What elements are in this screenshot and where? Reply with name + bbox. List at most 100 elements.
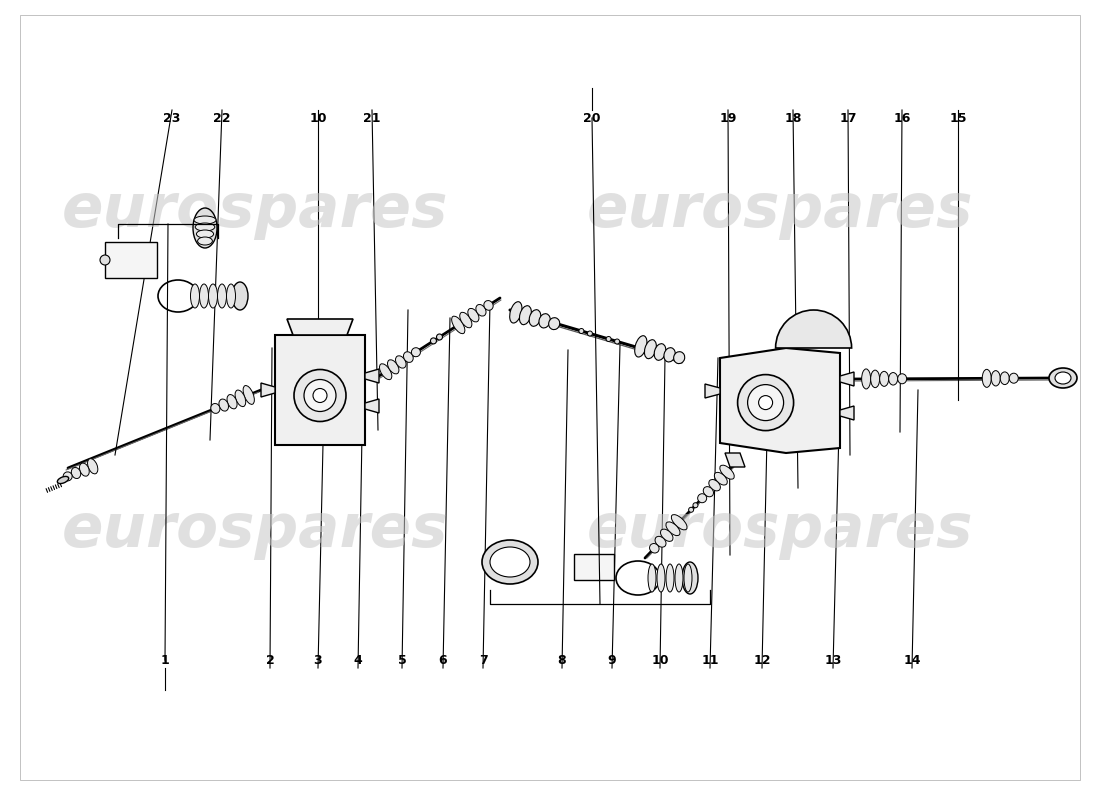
Text: 19: 19: [719, 111, 737, 125]
Ellipse shape: [232, 282, 248, 310]
Text: 1: 1: [161, 654, 169, 666]
Ellipse shape: [703, 486, 714, 497]
Ellipse shape: [748, 385, 783, 421]
Text: 22: 22: [213, 111, 231, 125]
Ellipse shape: [889, 373, 898, 385]
Text: 9: 9: [607, 654, 616, 666]
Ellipse shape: [861, 369, 871, 389]
Text: 13: 13: [824, 654, 842, 666]
Polygon shape: [725, 453, 745, 467]
Ellipse shape: [190, 284, 199, 308]
Ellipse shape: [666, 564, 674, 592]
Circle shape: [579, 329, 584, 334]
Ellipse shape: [666, 522, 680, 536]
Ellipse shape: [684, 564, 692, 592]
Ellipse shape: [209, 284, 218, 308]
Ellipse shape: [72, 467, 80, 478]
Ellipse shape: [195, 223, 214, 231]
Text: 5: 5: [397, 654, 406, 666]
Wedge shape: [776, 310, 851, 348]
Ellipse shape: [664, 348, 675, 362]
Ellipse shape: [199, 284, 209, 308]
Polygon shape: [705, 384, 720, 398]
Ellipse shape: [719, 465, 734, 479]
Ellipse shape: [673, 352, 684, 364]
Ellipse shape: [549, 318, 560, 330]
Text: 10: 10: [651, 654, 669, 666]
Ellipse shape: [645, 340, 657, 358]
Text: 3: 3: [314, 654, 322, 666]
Ellipse shape: [88, 458, 98, 474]
Polygon shape: [287, 319, 353, 335]
Ellipse shape: [880, 371, 889, 386]
Ellipse shape: [671, 514, 688, 530]
Circle shape: [606, 337, 612, 342]
Ellipse shape: [57, 477, 68, 483]
Polygon shape: [720, 348, 840, 453]
Ellipse shape: [490, 547, 530, 577]
Polygon shape: [365, 369, 380, 383]
Circle shape: [693, 502, 698, 508]
Ellipse shape: [714, 472, 727, 485]
Ellipse shape: [411, 348, 420, 357]
Ellipse shape: [482, 540, 538, 584]
Text: 23: 23: [163, 111, 180, 125]
Text: 2: 2: [265, 654, 274, 666]
Text: 16: 16: [893, 111, 911, 125]
Text: 11: 11: [702, 654, 718, 666]
Ellipse shape: [738, 374, 793, 430]
Ellipse shape: [682, 562, 698, 594]
Text: 17: 17: [839, 111, 857, 125]
Ellipse shape: [63, 472, 73, 481]
Ellipse shape: [396, 356, 406, 368]
Ellipse shape: [654, 536, 666, 547]
Ellipse shape: [982, 370, 991, 387]
Text: 14: 14: [903, 654, 921, 666]
Ellipse shape: [314, 389, 327, 402]
Ellipse shape: [509, 302, 521, 323]
Text: 12: 12: [754, 654, 771, 666]
Text: eurospares: eurospares: [62, 501, 449, 559]
Ellipse shape: [539, 314, 550, 328]
Circle shape: [689, 507, 694, 512]
Text: 4: 4: [353, 654, 362, 666]
Ellipse shape: [218, 284, 227, 308]
Ellipse shape: [660, 529, 673, 542]
Text: 18: 18: [784, 111, 802, 125]
Ellipse shape: [227, 284, 235, 308]
Ellipse shape: [294, 370, 346, 422]
Polygon shape: [261, 383, 275, 397]
Ellipse shape: [243, 386, 254, 404]
Ellipse shape: [404, 352, 414, 362]
Ellipse shape: [219, 399, 229, 411]
Text: 7: 7: [478, 654, 487, 666]
Polygon shape: [840, 406, 854, 420]
Text: 21: 21: [363, 111, 381, 125]
Text: 6: 6: [439, 654, 448, 666]
Circle shape: [615, 339, 619, 344]
Ellipse shape: [649, 543, 659, 553]
Bar: [275, 335, 365, 445]
Ellipse shape: [708, 479, 720, 491]
Ellipse shape: [197, 230, 213, 238]
Polygon shape: [365, 399, 380, 413]
Ellipse shape: [648, 564, 656, 592]
Ellipse shape: [635, 336, 647, 357]
Text: eurospares: eurospares: [62, 181, 449, 239]
Ellipse shape: [460, 312, 472, 328]
Ellipse shape: [616, 561, 660, 595]
Bar: [574, 554, 614, 580]
Ellipse shape: [211, 403, 220, 414]
Circle shape: [437, 334, 442, 340]
Text: eurospares: eurospares: [586, 181, 974, 239]
Ellipse shape: [158, 280, 198, 312]
Ellipse shape: [379, 364, 392, 380]
Ellipse shape: [452, 316, 465, 334]
Ellipse shape: [1000, 372, 1010, 385]
Circle shape: [430, 338, 437, 344]
Ellipse shape: [387, 360, 399, 374]
Polygon shape: [840, 372, 854, 386]
Ellipse shape: [657, 564, 665, 592]
Ellipse shape: [198, 237, 212, 245]
Ellipse shape: [484, 301, 493, 310]
